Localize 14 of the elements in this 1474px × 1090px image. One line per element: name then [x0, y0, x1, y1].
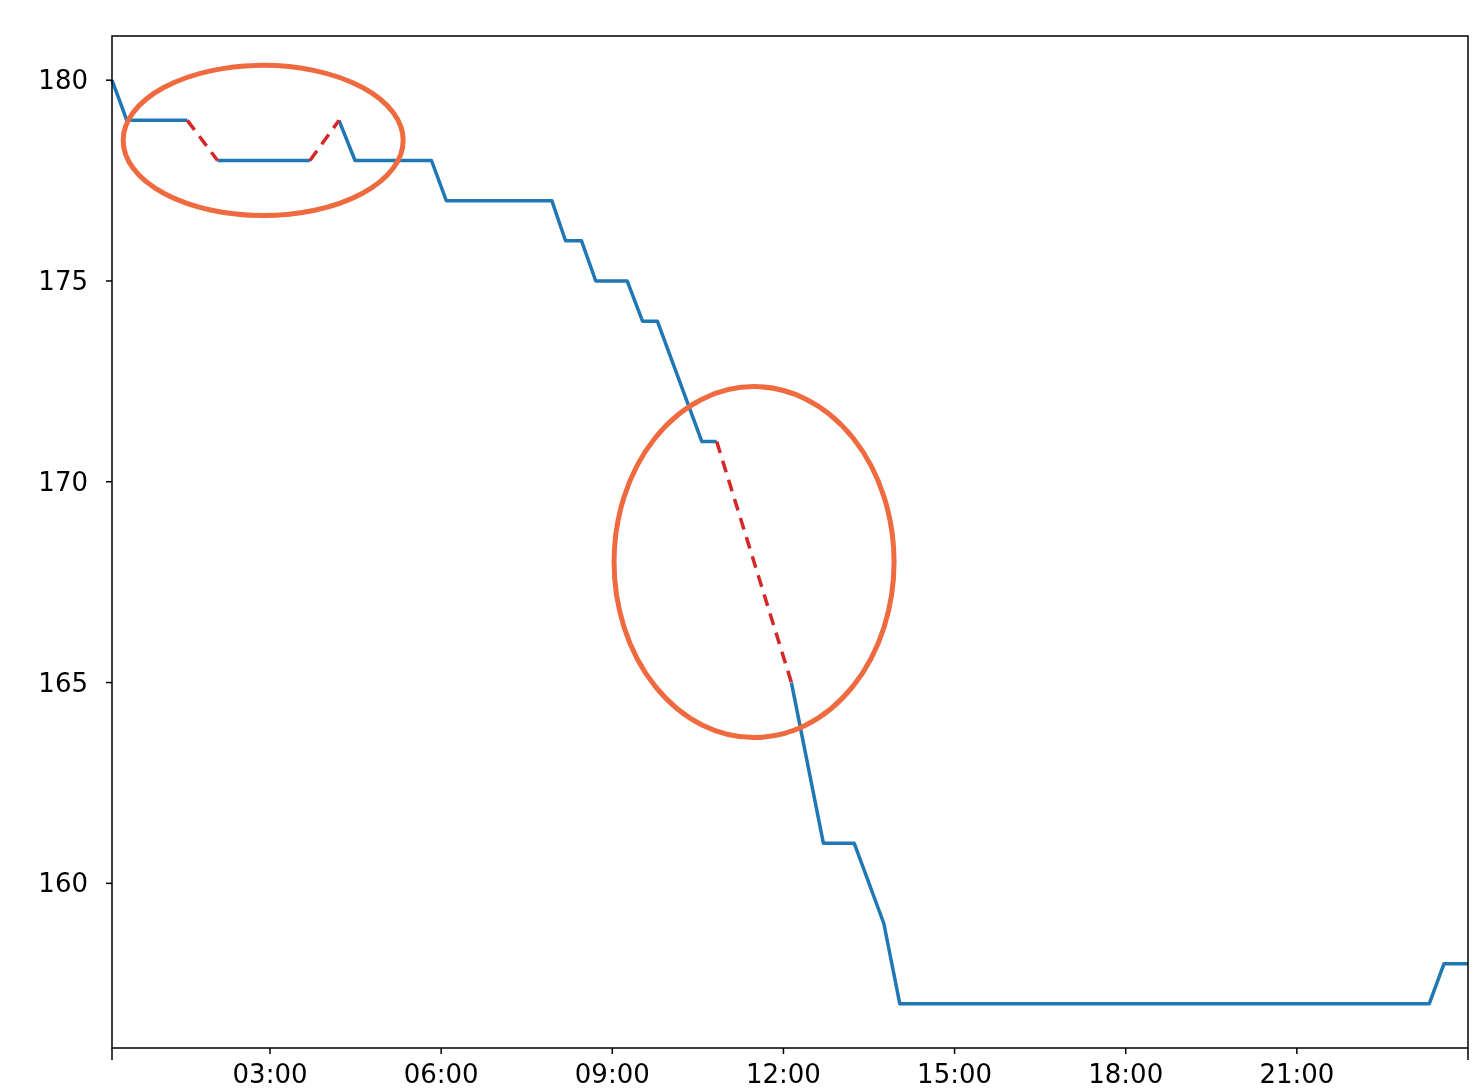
line-series: [337, 118, 719, 444]
x-tick-label: 21:00: [1259, 1059, 1335, 1089]
y-tick-label: 180: [38, 65, 88, 96]
line-series: [789, 680, 1470, 1006]
x-tick-label: 09:00: [574, 1059, 650, 1089]
x-tick-label: 06:00: [403, 1059, 479, 1089]
x-tick-label: 12:00: [745, 1059, 821, 1089]
y-tick-label: 165: [38, 667, 88, 698]
x-tick-label: 03:00: [232, 1059, 308, 1089]
y-tick-label: 175: [38, 266, 88, 297]
y-tick-label: 170: [38, 466, 88, 497]
y-tick-label: 160: [38, 868, 88, 899]
x-tick-label: 18:00: [1088, 1059, 1164, 1089]
x-tick-label: 15:00: [917, 1059, 993, 1089]
